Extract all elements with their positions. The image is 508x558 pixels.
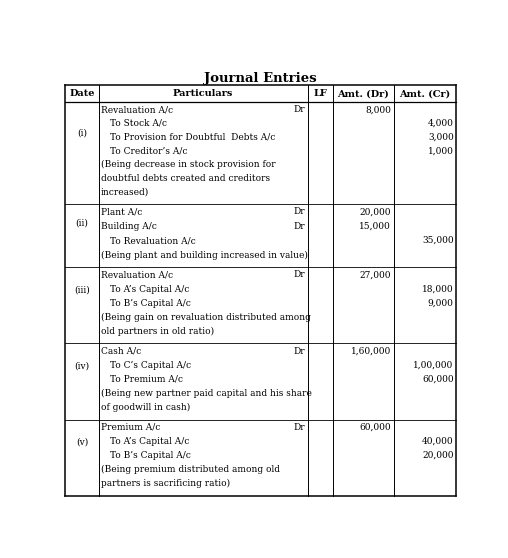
Text: (Being plant and building increased in value): (Being plant and building increased in v… — [101, 251, 308, 259]
Text: 35,000: 35,000 — [422, 236, 454, 245]
Text: 1,60,000: 1,60,000 — [351, 347, 391, 355]
Text: To B’s Capital A/c: To B’s Capital A/c — [110, 299, 190, 307]
Text: Dr: Dr — [294, 222, 305, 230]
Text: Journal Entries: Journal Entries — [204, 72, 316, 85]
Text: old partners in old ratio): old partners in old ratio) — [101, 327, 214, 336]
Text: increased): increased) — [101, 187, 149, 196]
Text: (Being decrease in stock provision for: (Being decrease in stock provision for — [101, 160, 276, 169]
Text: Particulars: Particulars — [173, 89, 233, 98]
Text: doubtful debts created and creditors: doubtful debts created and creditors — [101, 174, 270, 183]
Text: To Revaluation A/c: To Revaluation A/c — [110, 236, 196, 245]
Text: Building A/c: Building A/c — [101, 222, 157, 230]
Text: 3,000: 3,000 — [428, 133, 454, 142]
Text: 9,000: 9,000 — [428, 299, 454, 307]
Text: Amt. (Dr): Amt. (Dr) — [337, 89, 389, 98]
Text: Plant A/c: Plant A/c — [101, 207, 142, 216]
Text: To A’s Capital A/c: To A’s Capital A/c — [110, 437, 189, 446]
Text: 18,000: 18,000 — [422, 285, 454, 294]
Text: (iv): (iv) — [75, 362, 89, 371]
Text: To A’s Capital A/c: To A’s Capital A/c — [110, 285, 189, 294]
Text: Dr: Dr — [294, 271, 305, 280]
Text: 1,000: 1,000 — [428, 146, 454, 156]
Text: Dr: Dr — [294, 423, 305, 432]
Text: Amt. (Cr): Amt. (Cr) — [399, 89, 450, 98]
Text: (iii): (iii) — [74, 286, 90, 295]
Text: Dr: Dr — [294, 207, 305, 216]
Text: (Being premium distributed among old: (Being premium distributed among old — [101, 465, 280, 474]
Text: 1,00,000: 1,00,000 — [414, 361, 454, 370]
Text: (i): (i) — [77, 128, 87, 137]
Text: (ii): (ii) — [76, 218, 88, 227]
Text: To Creditor’s A/c: To Creditor’s A/c — [110, 146, 187, 156]
Text: Date: Date — [69, 89, 95, 98]
Text: 15,000: 15,000 — [360, 222, 391, 230]
Text: of goodwill in cash): of goodwill in cash) — [101, 403, 190, 412]
Text: To Stock A/c: To Stock A/c — [110, 119, 167, 128]
Text: To C’s Capital A/c: To C’s Capital A/c — [110, 361, 191, 370]
Text: 20,000: 20,000 — [422, 451, 454, 460]
Text: 8,000: 8,000 — [365, 105, 391, 114]
Text: To B’s Capital A/c: To B’s Capital A/c — [110, 451, 190, 460]
Text: To Premium A/c: To Premium A/c — [110, 375, 183, 384]
Text: 40,000: 40,000 — [422, 437, 454, 446]
Text: (v): (v) — [76, 438, 88, 447]
Text: partners is sacrificing ratio): partners is sacrificing ratio) — [101, 479, 230, 488]
Text: To Provision for Doubtful  Debts A/c: To Provision for Doubtful Debts A/c — [110, 133, 275, 142]
Text: 60,000: 60,000 — [360, 423, 391, 432]
Text: (Being gain on revaluation distributed among: (Being gain on revaluation distributed a… — [101, 312, 311, 322]
Text: (Being new partner paid capital and his share: (Being new partner paid capital and his … — [101, 389, 312, 398]
Text: LF: LF — [313, 89, 327, 98]
Text: Dr: Dr — [294, 347, 305, 355]
Text: Premium A/c: Premium A/c — [101, 423, 161, 432]
Text: Revaluation A/c: Revaluation A/c — [101, 271, 173, 280]
Text: 27,000: 27,000 — [360, 271, 391, 280]
Text: Cash A/c: Cash A/c — [101, 347, 141, 355]
Text: 4,000: 4,000 — [428, 119, 454, 128]
Text: Dr: Dr — [294, 105, 305, 114]
Text: 20,000: 20,000 — [360, 207, 391, 216]
Text: Revaluation A/c: Revaluation A/c — [101, 105, 173, 114]
Text: 60,000: 60,000 — [422, 375, 454, 384]
